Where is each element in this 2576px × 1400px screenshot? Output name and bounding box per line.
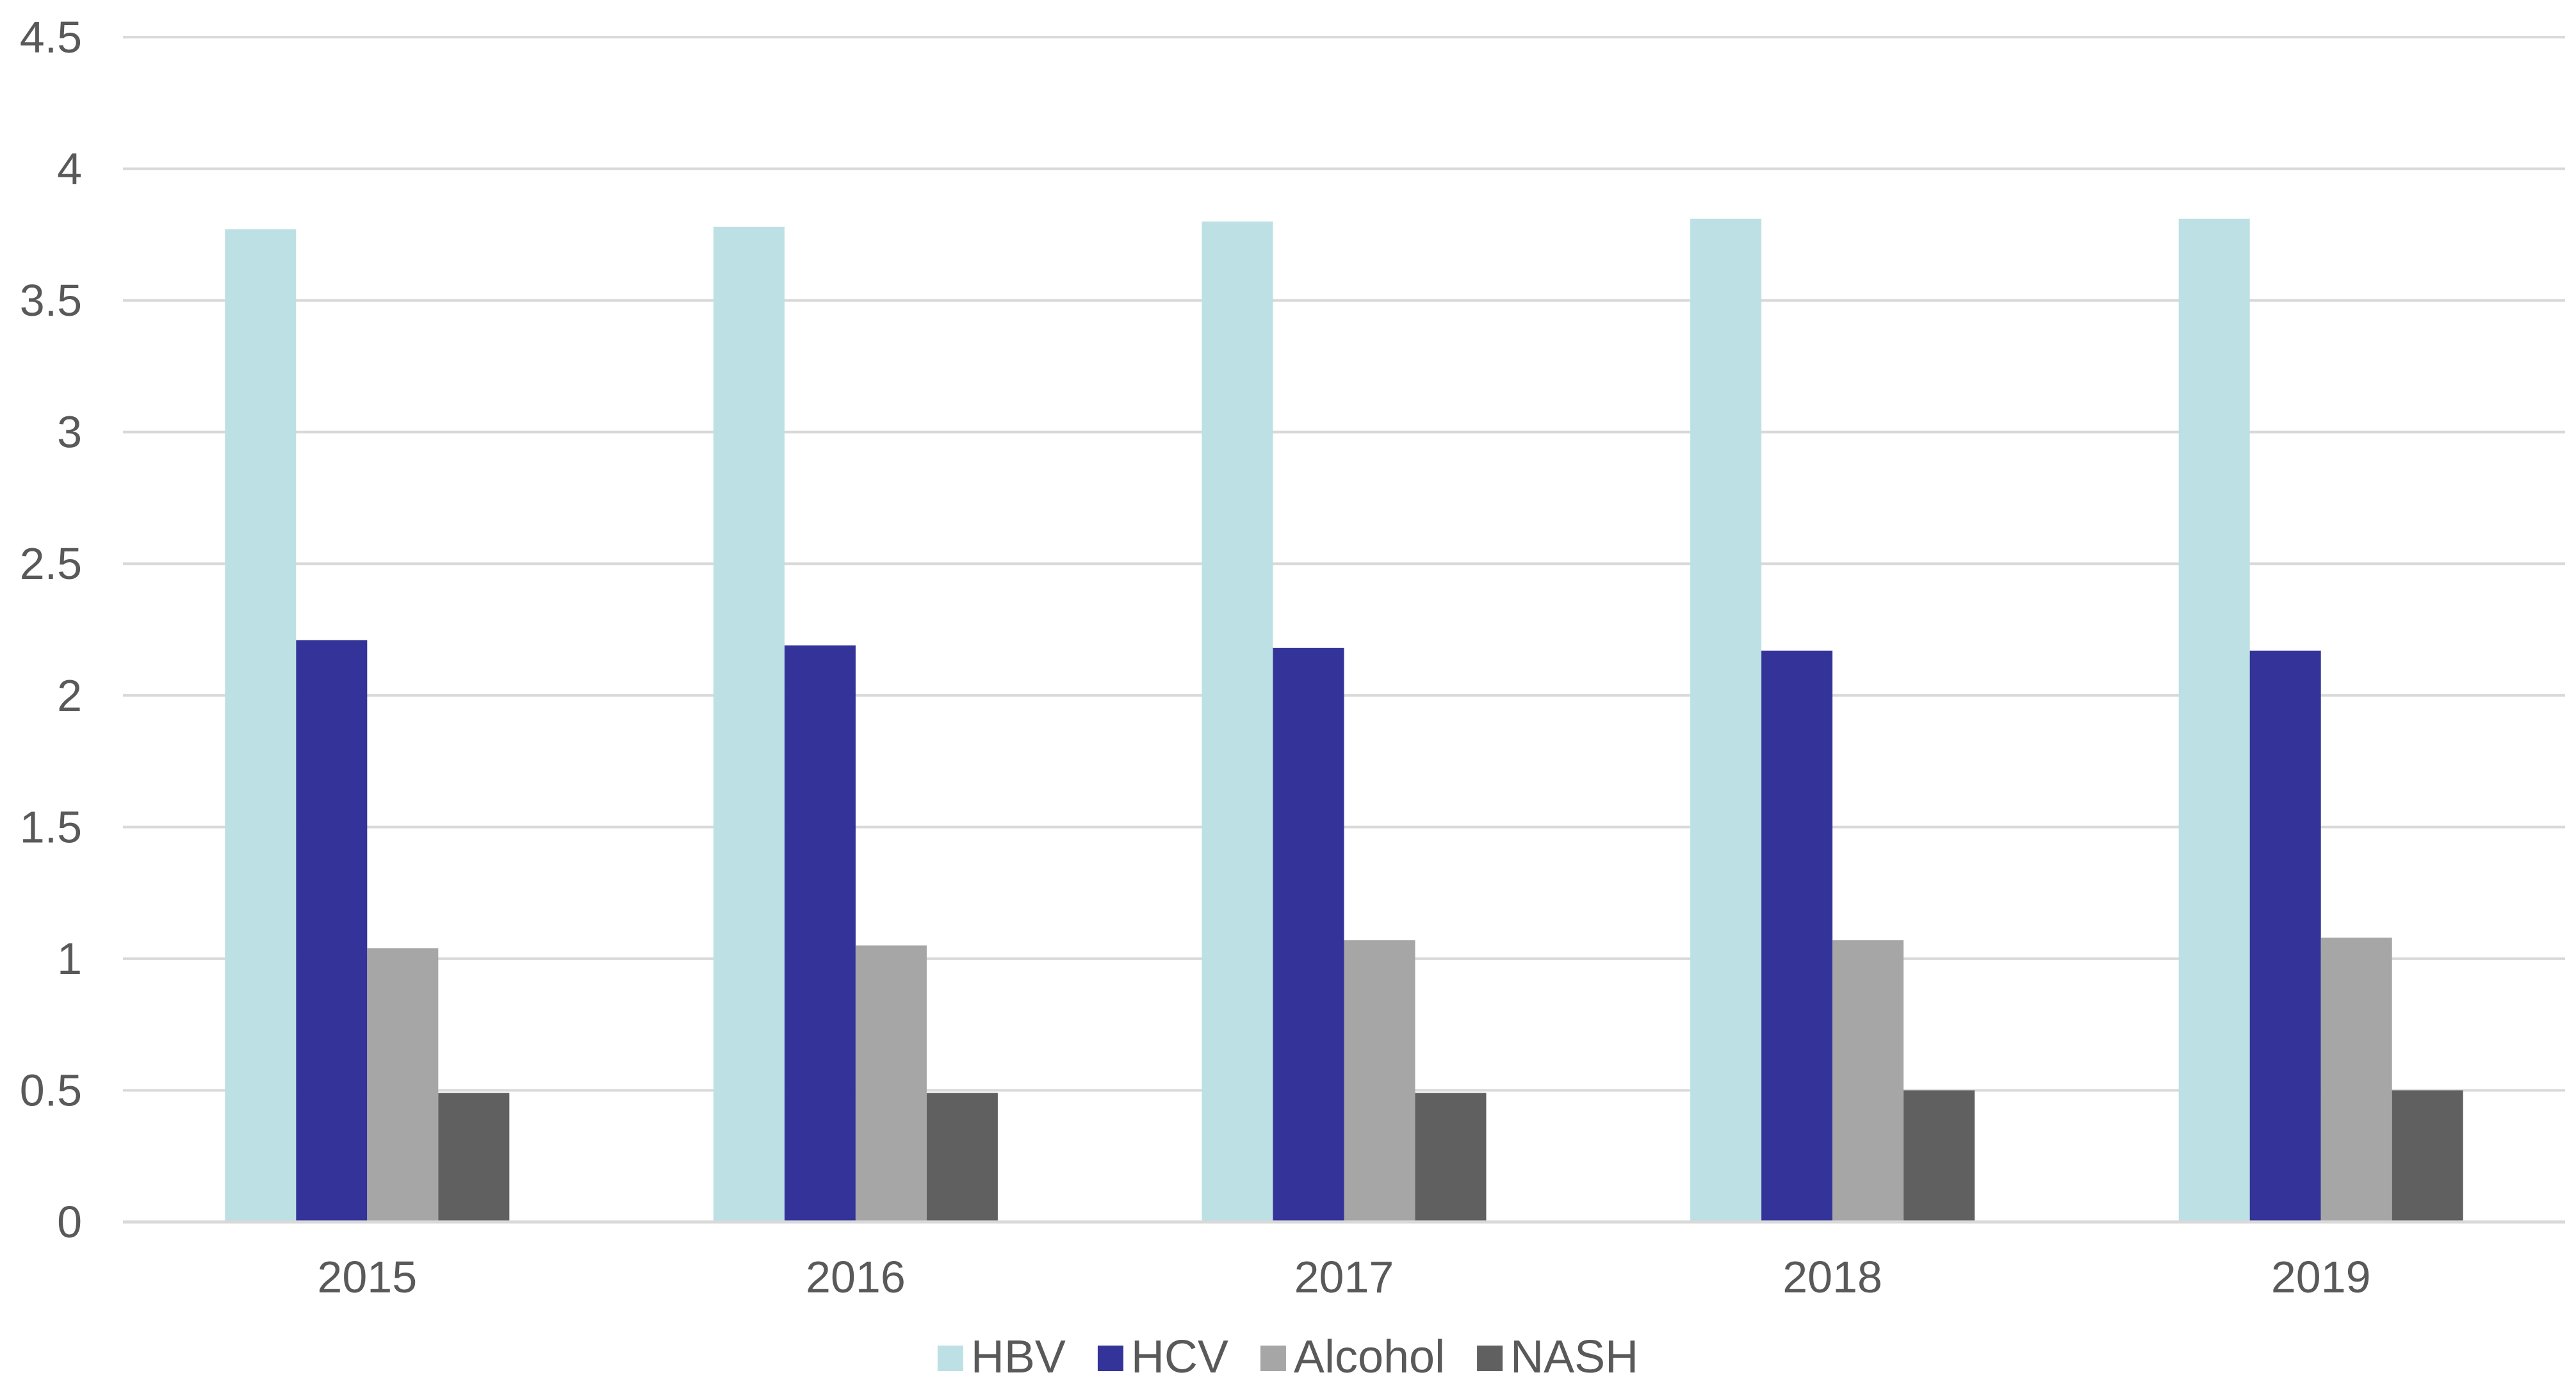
bar-alcohol-2015 [367, 948, 439, 1222]
legend: HBV HCV Alcohol NASH [937, 1331, 1638, 1383]
y-tick-label: 2.5 [20, 539, 82, 589]
bar-hbv-2016 [713, 227, 785, 1222]
bar-hbv-2017 [1202, 221, 1273, 1222]
bar-hbv-2019 [2178, 218, 2250, 1223]
y-axis-tick-labels: 0 0.5 1 1.5 2 2.5 3 3.5 4 4.5 [20, 12, 82, 1247]
x-tick-label: 2015 [317, 1252, 417, 1302]
legend-item-hcv: HCV [1097, 1331, 1228, 1383]
x-axis-tick-labels: 2015 2016 2017 2018 2019 [317, 1252, 2370, 1302]
bar-alcohol-2016 [855, 945, 927, 1222]
bar-nash-2017 [1415, 1093, 1487, 1222]
legend-label: HBV [971, 1331, 1066, 1383]
legend-label: HCV [1131, 1331, 1228, 1383]
y-tick-label: 0.5 [20, 1065, 82, 1115]
x-tick-label: 2016 [806, 1252, 906, 1302]
y-tick-label: 3.5 [20, 275, 82, 325]
bar-hcv-2017 [1273, 647, 1344, 1222]
y-tick-label: 4 [57, 144, 82, 194]
bar-hcv-2016 [784, 645, 856, 1222]
x-tick-label: 2017 [1294, 1252, 1394, 1302]
legend-swatch [1097, 1346, 1123, 1371]
bar-alcohol-2018 [1832, 940, 1904, 1222]
bar-alcohol-2017 [1344, 940, 1415, 1222]
bar-nash-2015 [438, 1093, 510, 1222]
legend-item-hbv: HBV [937, 1331, 1066, 1383]
bar-nash-2016 [926, 1093, 998, 1222]
y-tick-label: 3 [57, 407, 82, 457]
legend-item-alcohol: Alcohol [1260, 1331, 1445, 1383]
legend-label: NASH [1510, 1331, 1638, 1383]
legend-swatch [1260, 1346, 1286, 1371]
legend-swatch [1477, 1346, 1503, 1371]
y-tick-label: 1.5 [20, 802, 82, 852]
bar-alcohol-2019 [2320, 938, 2392, 1222]
bar-hcv-2018 [1761, 650, 1833, 1222]
x-tick-label: 2019 [2271, 1252, 2371, 1302]
y-tick-label: 4.5 [20, 12, 82, 62]
bar-hbv-2015 [225, 229, 297, 1223]
legend-item-nash: NASH [1477, 1331, 1638, 1383]
y-tick-label: 2 [57, 671, 82, 720]
y-tick-label: 1 [57, 934, 82, 984]
bar-nash-2018 [1903, 1090, 1975, 1222]
bar-nash-2019 [2392, 1090, 2463, 1222]
y-tick-label: 0 [57, 1197, 82, 1247]
x-tick-label: 2018 [1782, 1252, 1882, 1302]
bar-hbv-2018 [1690, 218, 1762, 1223]
gridlines [123, 36, 2565, 1092]
bars [225, 218, 2463, 1223]
bar-hcv-2019 [2249, 650, 2321, 1222]
legend-label: Alcohol [1294, 1331, 1445, 1383]
legend-swatch [937, 1346, 963, 1371]
bar-hcv-2015 [296, 640, 368, 1222]
